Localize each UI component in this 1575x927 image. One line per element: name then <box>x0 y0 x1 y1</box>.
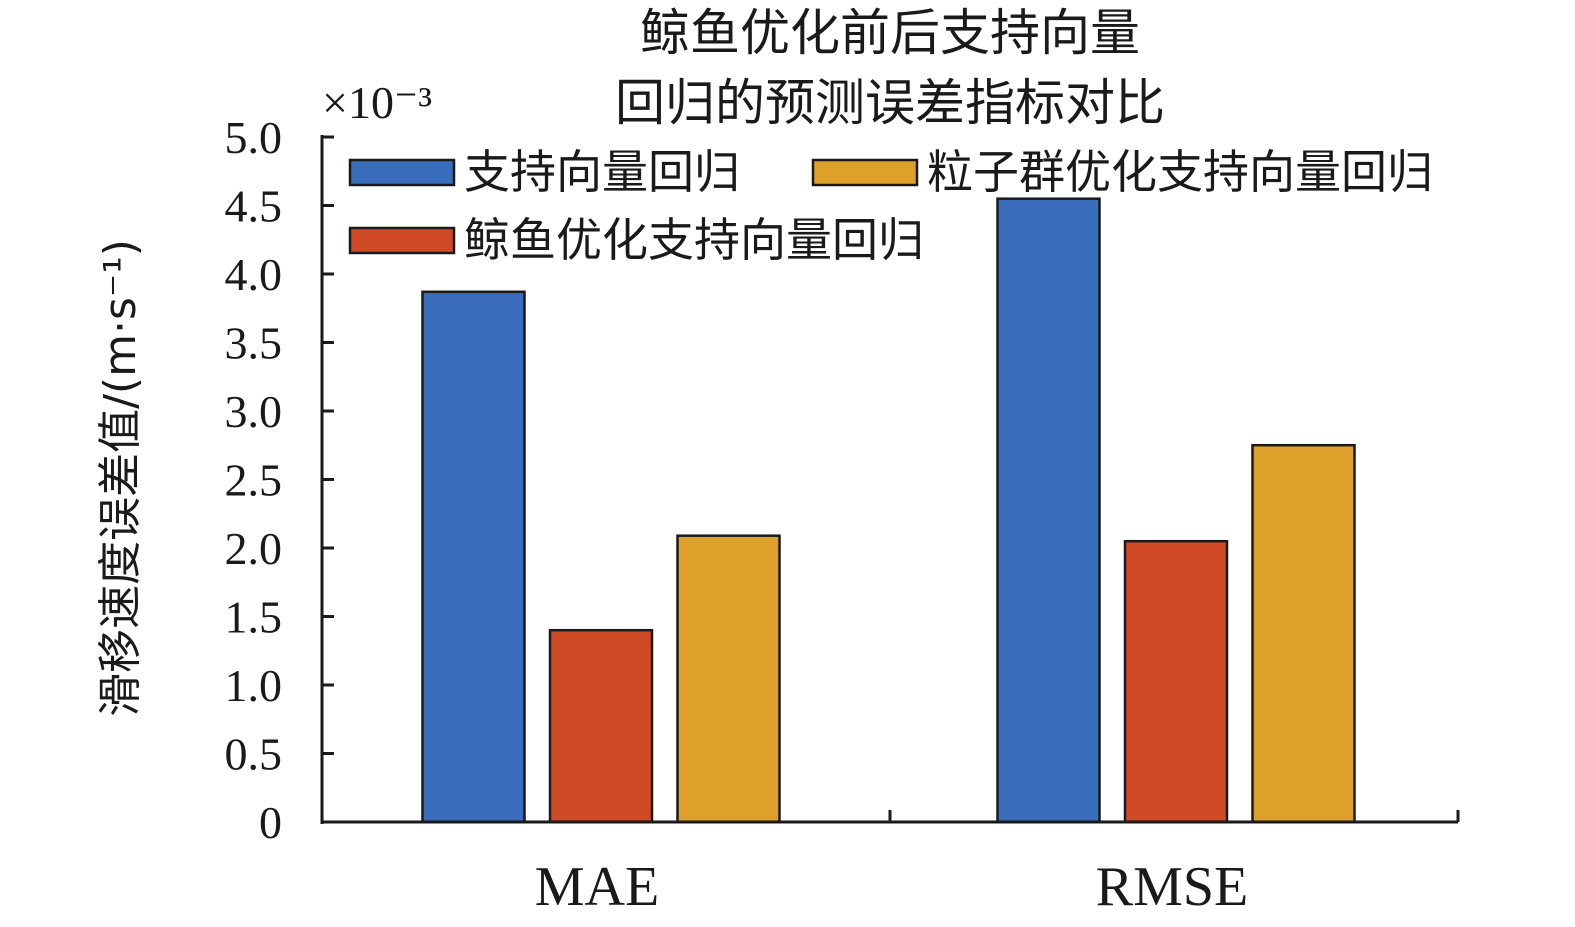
x-category-labels: MAE RMSE <box>535 856 1248 918</box>
chart-title-line-1: 鲸鱼优化前后支持向量 <box>640 4 1140 62</box>
y-tick-label-4: 2.0 <box>225 523 283 574</box>
chart-title: 鲸鱼优化前后支持向量 回归的预测误差指标对比 <box>615 4 1165 132</box>
legend-swatch-3 <box>811 158 919 187</box>
y-tick-label-0: 0 <box>259 797 282 848</box>
bar-rmse-series-2 <box>1123 539 1229 824</box>
legend-label-1: 支持向量回归 <box>464 145 740 199</box>
legend-label-2: 鲸鱼优化支持向量回归 <box>464 213 924 267</box>
legend-swatch-1 <box>348 158 456 187</box>
y-tick-label-2: 1.0 <box>225 660 283 711</box>
y-tick-label-3: 1.5 <box>225 592 283 643</box>
bar-mae-series-1 <box>421 290 526 824</box>
y-axis-multiplier: ×10⁻³ <box>322 77 432 128</box>
y-tick-labels: 0 0.5 1.0 1.5 2.0 2.5 3.0 3.5 4.0 4.5 5.0 <box>225 112 283 848</box>
y-axis-label: 滑移速度误差值/(m·s⁻¹) <box>95 239 146 717</box>
axes-layer <box>320 135 1460 824</box>
legend-swatch-2 <box>348 226 456 255</box>
y-tick-label-7: 3.5 <box>225 318 283 369</box>
bar-mae-series-2 <box>548 628 654 824</box>
bar-rmse-series-3 <box>1251 443 1356 824</box>
bar-mae-series-3 <box>676 534 781 824</box>
y-tick-label-10: 5.0 <box>225 112 283 163</box>
y-tick-label-1: 0.5 <box>225 729 283 780</box>
y-tick-label-9: 4.5 <box>225 181 283 232</box>
y-tick-label-5: 2.5 <box>225 455 283 506</box>
y-tick-label-8: 4.0 <box>225 249 283 300</box>
bar-rmse-series-1 <box>996 197 1101 824</box>
y-tick-label-6: 3.0 <box>225 386 283 437</box>
x-category-label-mae: MAE <box>535 856 659 918</box>
bars-layer <box>421 197 1356 824</box>
chart-title-line-2: 回归的预测误差指标对比 <box>615 74 1165 132</box>
legend-label-3: 粒子群优化支持向量回归 <box>927 145 1433 199</box>
x-category-label-rmse: RMSE <box>1096 856 1249 918</box>
